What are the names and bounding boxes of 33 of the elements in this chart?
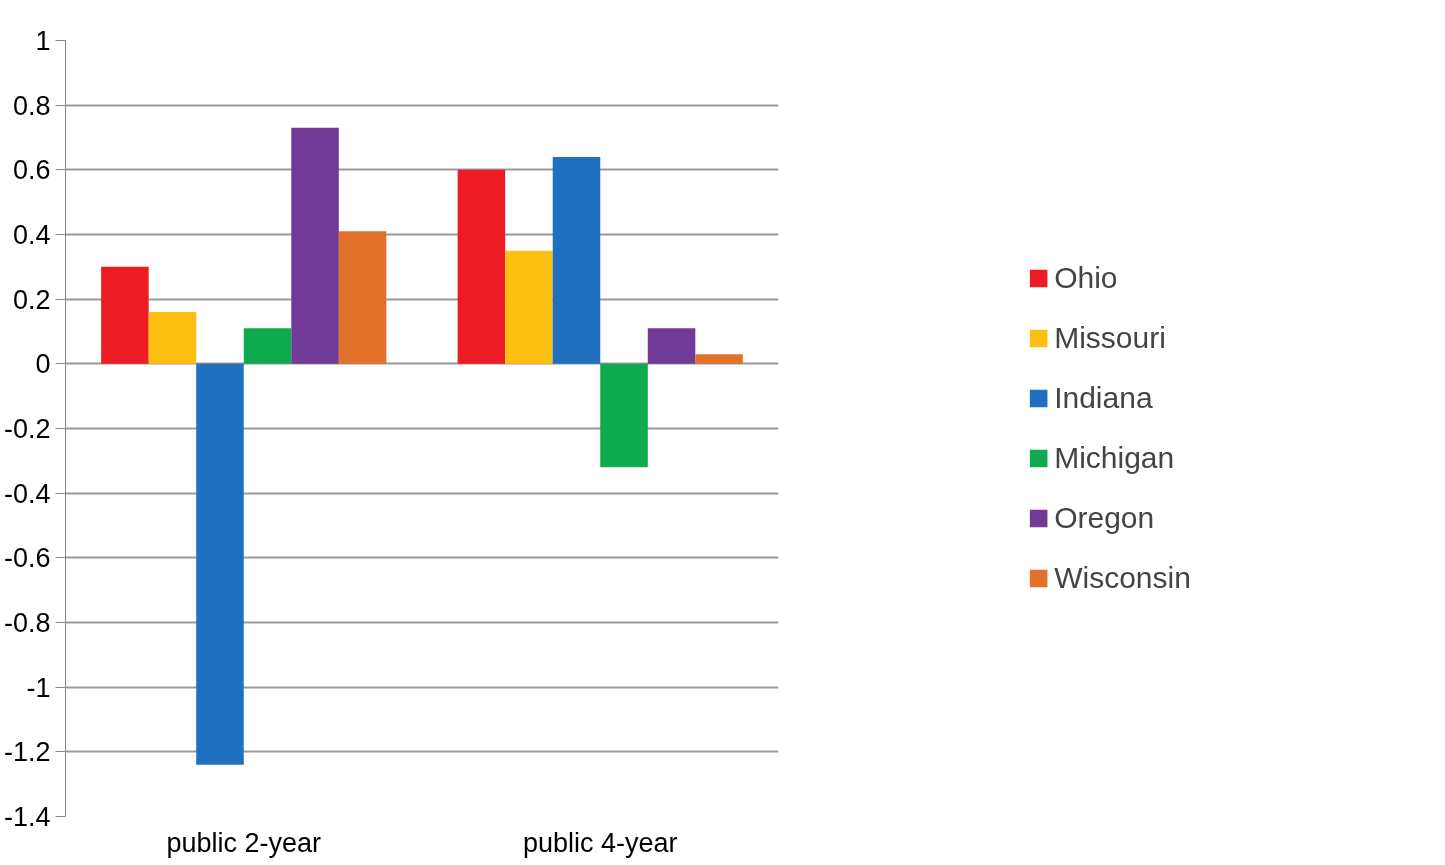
bar	[505, 250, 553, 364]
y-tick-label: -0.4	[3, 478, 51, 509]
legend-label: Ohio	[1054, 261, 1118, 295]
bar	[291, 127, 339, 364]
y-tick-label: 0.8	[12, 90, 51, 121]
y-tick-label: -0.2	[3, 414, 51, 444]
bar	[101, 266, 149, 364]
legend-label: Wisconsin	[1054, 561, 1191, 595]
legend-label: Indiana	[1054, 381, 1153, 415]
y-tick-label: 1	[35, 26, 51, 56]
x-tick-label: public 2-year	[166, 827, 322, 858]
bar	[552, 156, 601, 364]
x-tick-label: public 4-year	[522, 827, 678, 858]
bar	[196, 363, 244, 765]
y-tick-label: -1	[26, 672, 51, 703]
bar	[695, 354, 743, 364]
y-tick-label: -1.2	[3, 737, 51, 768]
y-tick-label: -0.8	[3, 608, 51, 638]
legend-label: Oregon	[1054, 501, 1155, 535]
y-tick-label: 0.4	[12, 220, 51, 250]
bar	[647, 328, 696, 364]
y-tick-label: 0.6	[12, 155, 51, 186]
bar	[148, 312, 197, 364]
bar	[338, 231, 387, 364]
legend-label: Michigan	[1054, 441, 1175, 475]
y-tick-label: 0.2	[12, 284, 51, 315]
legend-label: Missouri	[1054, 321, 1166, 355]
bar	[243, 328, 292, 364]
y-tick-label: 0	[35, 349, 51, 380]
bar	[600, 363, 648, 468]
y-tick-label: -0.6	[3, 543, 51, 574]
bar	[457, 169, 506, 364]
y-tick-label: -1.4	[3, 802, 51, 832]
